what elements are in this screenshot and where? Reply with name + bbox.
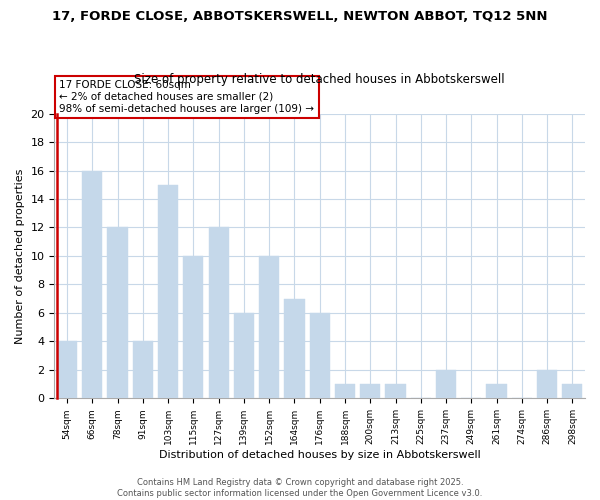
- Bar: [537, 370, 557, 398]
- Bar: [259, 256, 279, 398]
- Text: Contains HM Land Registry data © Crown copyright and database right 2025.
Contai: Contains HM Land Registry data © Crown c…: [118, 478, 482, 498]
- Bar: [360, 384, 380, 398]
- Bar: [385, 384, 406, 398]
- Bar: [183, 256, 203, 398]
- Bar: [310, 313, 330, 398]
- Bar: [234, 313, 254, 398]
- Bar: [57, 342, 77, 398]
- Bar: [82, 170, 103, 398]
- Text: 17, FORDE CLOSE, ABBOTSKERSWELL, NEWTON ABBOT, TQ12 5NN: 17, FORDE CLOSE, ABBOTSKERSWELL, NEWTON …: [52, 10, 548, 23]
- Bar: [335, 384, 355, 398]
- Y-axis label: Number of detached properties: Number of detached properties: [15, 168, 25, 344]
- Bar: [209, 228, 229, 398]
- Bar: [107, 228, 128, 398]
- Bar: [436, 370, 456, 398]
- Bar: [284, 298, 305, 398]
- X-axis label: Distribution of detached houses by size in Abbotskerswell: Distribution of detached houses by size …: [159, 450, 481, 460]
- Bar: [562, 384, 583, 398]
- Bar: [133, 342, 153, 398]
- Text: 17 FORDE CLOSE: 60sqm
← 2% of detached houses are smaller (2)
98% of semi-detach: 17 FORDE CLOSE: 60sqm ← 2% of detached h…: [59, 80, 314, 114]
- Title: Size of property relative to detached houses in Abbotskerswell: Size of property relative to detached ho…: [134, 73, 505, 86]
- Bar: [158, 185, 178, 398]
- Bar: [487, 384, 506, 398]
